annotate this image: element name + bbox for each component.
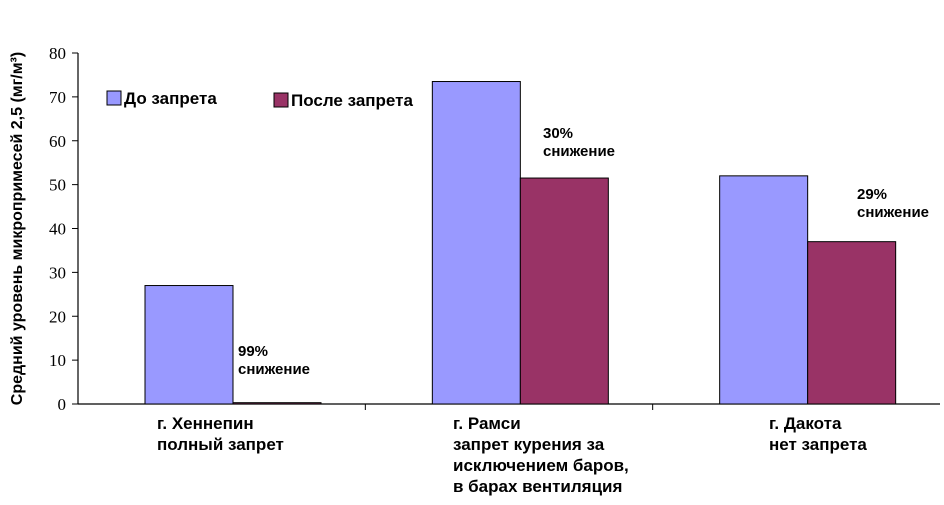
y-tick-label: 20 (49, 307, 66, 326)
x-category-label: г. Рамси (453, 414, 521, 433)
reduction-annotation: снижение (238, 361, 310, 378)
bar-before-0 (144, 285, 234, 405)
x-category-label: г. Хеннепин (157, 414, 254, 433)
bar-after-2 (807, 241, 897, 405)
reduction-annotation: 29% (857, 186, 887, 203)
y-tick-label: 10 (49, 351, 66, 370)
x-category-label: г. Дакота (769, 414, 842, 433)
legend-swatch-after (273, 92, 289, 108)
y-tick-label: 70 (49, 88, 66, 107)
reduction-annotation: 99% (238, 343, 268, 360)
x-category-label: запрет курения за (453, 435, 605, 454)
bar-before-2 (719, 175, 809, 405)
reduction-annotation: снижение (857, 204, 929, 221)
y-tick-label: 40 (49, 220, 66, 239)
bar-after-0 (232, 402, 322, 405)
legend-label-after: После запрета (291, 91, 413, 110)
y-tick-label: 30 (49, 263, 66, 282)
y-tick-label: 60 (49, 132, 66, 151)
y-axis-title: Средний уровень микропримесей 2,5 (мг/м³… (9, 52, 26, 405)
bar-before-1 (431, 81, 521, 405)
x-category-label: нет запрета (769, 435, 867, 454)
bar-after-1 (519, 177, 609, 405)
y-tick-label: 80 (49, 44, 66, 63)
legend-swatch-before (106, 90, 122, 106)
legend-label-before: До запрета (124, 89, 217, 108)
reduction-annotation: снижение (543, 143, 615, 160)
x-category-label: в барах вентиляция (453, 477, 622, 496)
x-category-label: исключением баров, (453, 456, 629, 475)
y-tick-label: 0 (58, 395, 67, 414)
x-category-label: полный запрет (157, 435, 284, 454)
y-tick-label: 50 (49, 176, 66, 195)
reduction-annotation: 30% (543, 125, 573, 142)
